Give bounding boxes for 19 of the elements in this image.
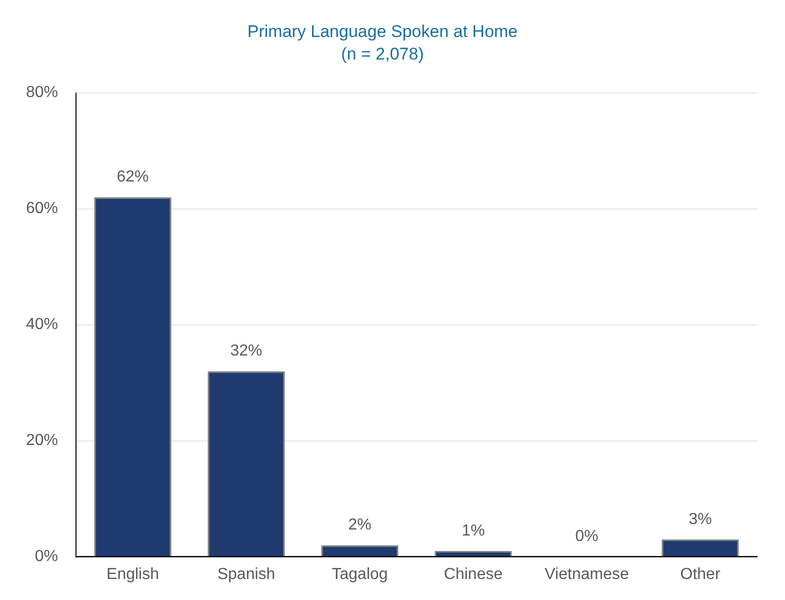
- data-label: 2%: [348, 516, 372, 534]
- data-label: 1%: [462, 522, 485, 540]
- chart-subtitle: (n = 2,078): [341, 44, 424, 64]
- x-tick-label: Other: [680, 566, 721, 583]
- data-label: 0%: [575, 528, 598, 546]
- y-tick-label: 80%: [26, 84, 58, 102]
- chart-title: Primary Language Spoken at Home: [247, 22, 518, 41]
- y-tick-label: 60%: [26, 200, 58, 218]
- x-tick-label: English: [106, 566, 160, 583]
- x-tick-label: Spanish: [217, 566, 276, 583]
- x-tick-label: Chinese: [444, 566, 503, 583]
- x-tick-label: Vietnamese: [544, 566, 629, 583]
- data-label: 32%: [230, 342, 262, 360]
- data-label: 62%: [116, 168, 149, 186]
- data-label: 3%: [688, 510, 712, 528]
- y-tick-label: 0%: [34, 548, 58, 566]
- y-tick-label: 40%: [26, 316, 58, 334]
- y-tick-label: 20%: [26, 432, 58, 450]
- x-tick-label: Tagalog: [332, 566, 388, 583]
